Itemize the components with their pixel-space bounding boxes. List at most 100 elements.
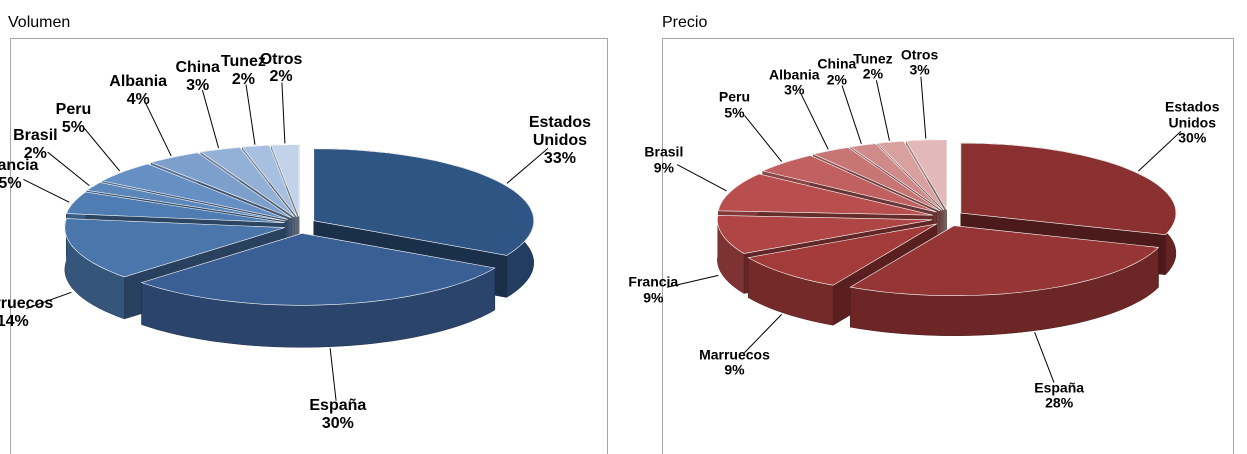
label-category: Estados Unidos xyxy=(528,114,592,150)
slice-top xyxy=(101,163,289,220)
label-value: 5% xyxy=(0,175,22,193)
slice-top xyxy=(140,232,496,306)
label-category: Estados Unidos xyxy=(1165,98,1220,131)
label-value: 9% xyxy=(653,158,675,175)
leader-line xyxy=(201,90,220,149)
pie-slice xyxy=(849,225,1160,336)
leader-line xyxy=(744,314,782,354)
label-category: Brasil xyxy=(13,127,58,145)
label-value: 2% xyxy=(23,145,47,163)
leader-line xyxy=(743,114,783,162)
chart-title: Precio xyxy=(662,14,708,31)
leader-line xyxy=(1034,331,1055,383)
data-label: Marruecos 9% xyxy=(699,345,770,378)
label-value: 9% xyxy=(643,289,664,306)
label-category: Marruecos xyxy=(0,295,54,313)
label-category: España xyxy=(1034,378,1085,395)
label-value: 30% xyxy=(1178,129,1207,146)
slice-top xyxy=(812,147,941,212)
leader-line xyxy=(800,94,829,150)
data-label: China 2% xyxy=(817,55,857,88)
label-category: Peru xyxy=(55,100,92,118)
leader-line xyxy=(506,148,549,184)
label-category: Tunez xyxy=(220,52,266,70)
label-value: 28% xyxy=(1045,394,1074,411)
label-category: Otros xyxy=(900,46,939,62)
slice-top xyxy=(150,152,292,219)
data-label: Brasil 2% xyxy=(13,127,57,163)
data-label: Peru 5% xyxy=(718,88,751,121)
slice-top xyxy=(65,191,285,223)
label-value: 3% xyxy=(909,61,930,78)
data-label: Tunez 2% xyxy=(853,49,893,82)
label-value: 2% xyxy=(269,68,293,86)
chart-frame xyxy=(662,38,1234,454)
label-value: 9% xyxy=(724,361,745,378)
slice-top xyxy=(718,173,933,216)
label-value: 14% xyxy=(0,312,29,330)
data-label: Francia5% xyxy=(0,158,38,194)
label-value: 4% xyxy=(126,91,150,109)
slice-top xyxy=(849,143,943,211)
label-category: Marruecos xyxy=(699,345,770,362)
data-label: Tunez 2% xyxy=(221,53,266,89)
slice-top xyxy=(313,148,535,256)
slice-top xyxy=(241,144,298,217)
slice-top xyxy=(86,182,287,222)
data-label: España 30% xyxy=(309,397,366,433)
leader-line xyxy=(25,291,72,310)
leader-line xyxy=(281,82,286,144)
label-category: China xyxy=(817,55,857,72)
data-label: Albania 4% xyxy=(109,73,167,109)
data-label: Brasil 9% xyxy=(644,143,684,175)
leader-line xyxy=(1138,130,1182,172)
slice-top xyxy=(64,218,285,278)
slice-top xyxy=(849,225,1160,296)
leader-line xyxy=(47,151,90,186)
leader-line xyxy=(145,102,172,157)
leader-line xyxy=(920,76,927,139)
label-value: 5% xyxy=(61,118,86,136)
slice-top xyxy=(960,142,1177,236)
data-label: China 3% xyxy=(175,59,219,95)
slice-top xyxy=(717,215,933,254)
label-value: 2% xyxy=(231,70,255,88)
slice-top xyxy=(747,223,937,286)
label-category: Brasil xyxy=(644,143,684,160)
chart-frame xyxy=(10,38,608,454)
data-label: Francia 9% xyxy=(628,273,679,306)
label-value: 30% xyxy=(321,414,354,432)
label-value: 3% xyxy=(186,77,210,95)
label-value: 2% xyxy=(826,71,847,88)
data-label: Albania 3% xyxy=(768,65,820,98)
leader-line xyxy=(23,178,70,203)
label-value: 2% xyxy=(862,65,884,82)
label-category: China xyxy=(175,59,220,77)
slice-top xyxy=(876,140,945,211)
pie-slice xyxy=(140,232,496,348)
leader-line xyxy=(329,348,337,401)
data-label: Marruecos14% xyxy=(0,295,53,331)
leader-line xyxy=(841,85,862,145)
label-category: Francia xyxy=(0,157,39,175)
label-category: España xyxy=(309,396,367,414)
label-category: Francia xyxy=(628,273,679,290)
leader-line xyxy=(666,274,719,288)
slice-top xyxy=(270,144,300,217)
leader-line xyxy=(875,80,890,141)
label-value: 3% xyxy=(784,81,805,98)
label-category: Peru xyxy=(718,88,751,105)
label-value: 5% xyxy=(724,104,745,121)
slice-top xyxy=(761,155,937,213)
data-label: Otros 2% xyxy=(260,51,303,87)
data-label: España 28% xyxy=(1034,378,1085,411)
label-category: Albania xyxy=(109,73,168,91)
label-category: Otros xyxy=(259,50,303,68)
label-category: Tunez xyxy=(853,49,893,66)
label-category: Albania xyxy=(768,65,820,82)
slice-top xyxy=(200,147,295,218)
chart-title: Volumen xyxy=(8,14,71,31)
data-label: Peru 5% xyxy=(56,101,92,137)
